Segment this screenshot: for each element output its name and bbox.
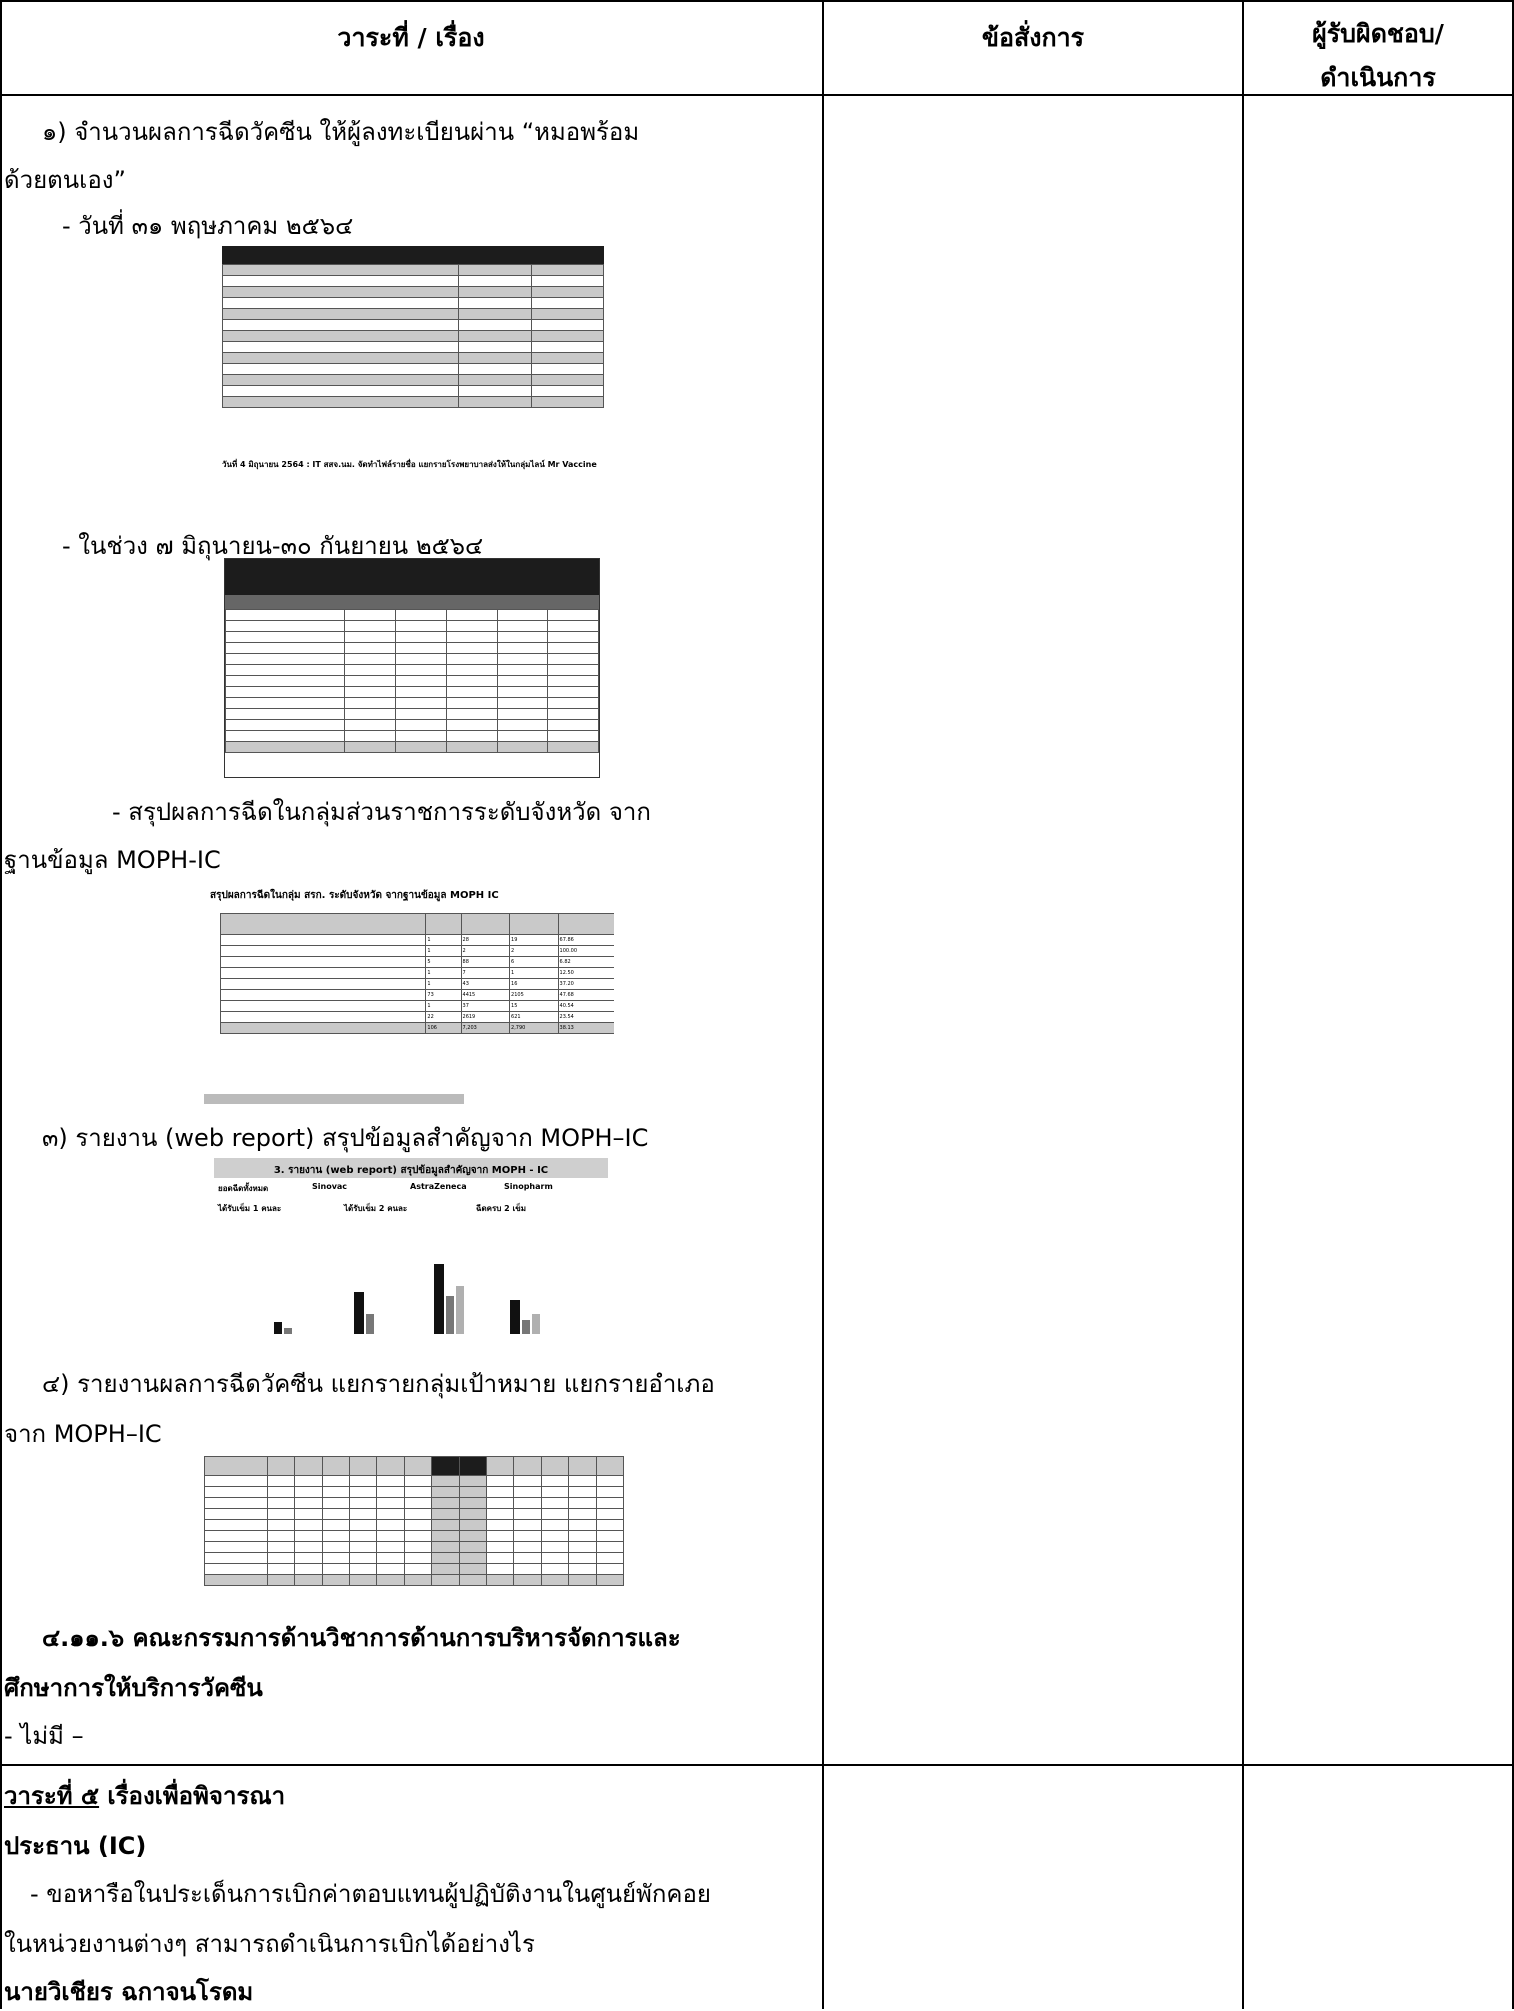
header-orders: ข้อสั่งการ: [981, 23, 1085, 52]
date-line-1: - วันที่ ๓๑ พฤษภาคม ๒๕๖๔: [62, 212, 354, 240]
screenshot-web-report: 3. รายงาน (web report) สรุปข้อมูลสำคัญจา…: [214, 1158, 608, 1344]
consult-line2: ในหน่วยงานต่างๆ สามารถดำเนินการเบิกได้อย…: [4, 1930, 535, 1958]
gov-summary-table: 1 28 19 67.86 1 2 2 100.00 5 88 6 6.82 1 7 1 12.50 1…: [219, 913, 614, 1034]
screenshot-4-title: 3. รายงาน (web report) สรุปข้อมูลสำคัญจา…: [273, 1165, 549, 1176]
agenda-5-title: เรื่องเพื่อพิจารณา: [99, 1782, 286, 1810]
screenshot-gov-agency-summary: สรุปผลการฉีดในกลุ่ม สรก. ระดับจังหวัด จา…: [204, 886, 614, 1106]
col-divider-2: [1242, 0, 1244, 2009]
right-border: [1512, 0, 1514, 2009]
item1-line1: ๑) จำนวนผลการฉีดวัคซีน ให้ผู้ลงทะเบียนผ่…: [42, 118, 640, 146]
table-top-border: [0, 0, 1514, 2]
speaker-name: นายวิเชียร ฉกาจนโรดม: [4, 1978, 254, 2006]
screenshot-district-report: [204, 1456, 624, 1602]
item1-line2: ด้วยตนเอง”: [4, 166, 126, 194]
header-responsible-1: ผู้รับผิดชอบ/: [1312, 19, 1444, 48]
left-border: [0, 0, 2, 2009]
none-line: - ไม่มี –: [4, 1722, 84, 1750]
header-agenda: วาระที่ / เรื่อง: [337, 23, 485, 52]
header-bottom-border: [0, 94, 1514, 96]
committee-line1: ๔.๑๑.๖ คณะกรรมการด้านวิชาการด้านการบริหา…: [42, 1624, 681, 1652]
agenda-5-number: วาระที่ ๕: [4, 1782, 100, 1810]
screenshot-vaccine-report-june-sept: [224, 558, 600, 778]
screenshot-1-caption: วันที่ 4 มิถุนายน 2564 : IT สสจ.นม. จัดท…: [222, 460, 597, 469]
screenshot-vaccine-list-may: วันที่ 4 มิถุนายน 2564 : IT สสจ.นม. จัดท…: [222, 246, 604, 476]
item4-line1: ๔) รายงานผลการฉีดวัคซีน แยกรายกลุ่มเป้าห…: [42, 1370, 715, 1398]
agenda-5-heading: วาระที่ ๕ เรื่องเพื่อพิจารณา: [4, 1776, 285, 1815]
committee-line2: ศึกษาการให้บริการวัคซีน: [4, 1674, 263, 1702]
item3: ๓) รายงาน (web report) สรุปข้อมูลสำคัญจา…: [42, 1124, 649, 1152]
consult-line1: - ขอหารือในประเด็นการเบิกค่าตอบแทนผู้ปฏิ…: [30, 1880, 711, 1908]
row-divider: [0, 1764, 1514, 1766]
web-report-chart: [254, 1258, 574, 1334]
screenshot-3-title: สรุปผลการฉีดในกลุ่ม สรก. ระดับจังหวัด จา…: [210, 890, 499, 901]
chair-label: ประธาน (IC): [4, 1832, 147, 1860]
summary-line1: - สรุปผลการฉีดในกลุ่มส่วนราชการระดับจังห…: [112, 798, 651, 826]
summary-line2: ฐานข้อมูล MOPH-IC: [4, 846, 221, 874]
date-line-2: - ในช่วง ๗ มิถุนายน-๓๐ กันยายน ๒๕๖๔: [62, 532, 484, 560]
header-responsible-2: ดำเนินการ: [1320, 63, 1436, 92]
col-divider-1: [822, 0, 824, 2009]
item4-line2: จาก MOPH–IC: [4, 1420, 162, 1448]
